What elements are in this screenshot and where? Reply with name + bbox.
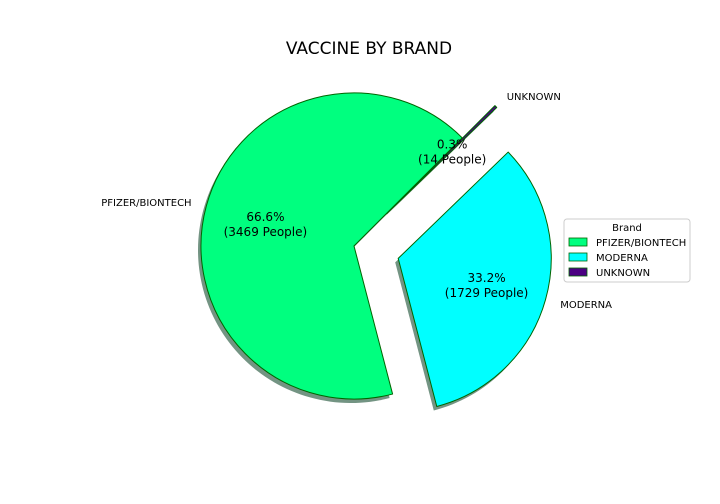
percent-label-pfizer-biontech: 66.6% (246, 210, 284, 224)
legend-title: Brand (612, 223, 642, 234)
legend-swatch-pfizer-biontech (568, 237, 588, 247)
slices (200, 92, 552, 407)
category-label-pfizer-biontech: PFIZER/BIONTECH (101, 198, 191, 209)
legend-swatch-unknown (568, 267, 588, 277)
count-label-moderna: (1729 People) (445, 286, 529, 300)
legend-label-moderna: MODERNA (596, 253, 648, 264)
category-label-unknown: UNKNOWN (507, 92, 561, 103)
percent-label-moderna: 33.2% (468, 271, 506, 285)
legend-label-unknown: UNKNOWN (596, 268, 650, 279)
category-label-moderna: MODERNA (560, 300, 612, 311)
count-label-pfizer-biontech: (3469 People) (224, 225, 308, 239)
legend-label-pfizer-biontech: PFIZER/BIONTECH (596, 238, 686, 249)
legend: Brand PFIZER/BIONTECH MODERNA UNKNOWN (563, 218, 691, 283)
slice-moderna (397, 151, 552, 407)
slice-pfizer-biontech (200, 92, 463, 400)
chart-title: VACCINE BY BRAND (286, 39, 452, 59)
count-label-unknown: (14 People) (418, 152, 486, 166)
percent-label-unknown: 0.3% (437, 137, 468, 151)
slice-labels: PFIZER/BIONTECH 66.6%(3469 People) MODERNA… (101, 92, 612, 311)
legend-swatch-moderna (568, 252, 588, 262)
legend-frame (563, 218, 691, 283)
slice-unknown (386, 105, 498, 215)
